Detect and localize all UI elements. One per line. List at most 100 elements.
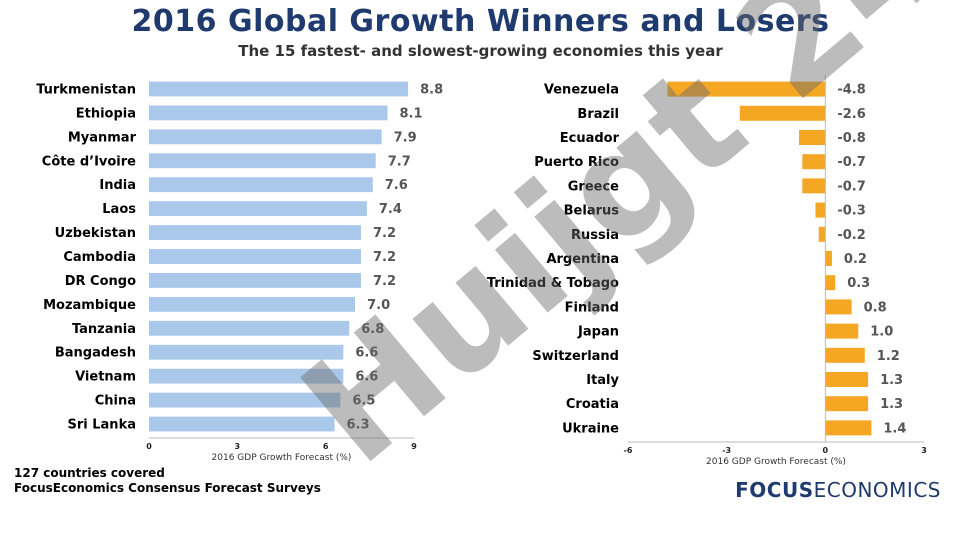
bar-2 bbox=[799, 129, 826, 146]
value-label: 0.8 bbox=[864, 300, 887, 315]
value-label: 7.2 bbox=[373, 250, 396, 265]
bar-9 bbox=[149, 296, 356, 312]
bar-1 bbox=[739, 105, 826, 121]
category-label: Myanmar bbox=[68, 130, 137, 145]
bar-5 bbox=[815, 202, 826, 218]
bar-7 bbox=[825, 250, 832, 267]
bar-5 bbox=[149, 201, 367, 217]
value-label: 0.3 bbox=[847, 276, 870, 291]
category-label: China bbox=[95, 394, 136, 409]
bar-6 bbox=[818, 226, 826, 242]
value-label: -0.3 bbox=[837, 204, 865, 219]
value-label: 6.3 bbox=[347, 418, 370, 433]
bar-10 bbox=[149, 320, 350, 336]
category-label: Vietnam bbox=[75, 370, 136, 385]
x-axis-label: 2016 GDP Growth Forecast (%) bbox=[706, 457, 846, 467]
left-chart-fastest: Turkmenistan 8.8 Ethiopia 8.1 Myanmar 7.9 Côte… bbox=[36, 81, 443, 463]
category-label: Laos bbox=[102, 202, 136, 217]
category-label: Ukraine bbox=[562, 421, 619, 436]
bar-2 bbox=[149, 129, 382, 145]
bar-12 bbox=[825, 371, 869, 388]
value-label: -0.7 bbox=[837, 179, 865, 194]
value-label: -4.8 bbox=[837, 83, 865, 98]
bar-7 bbox=[149, 249, 361, 264]
category-label: Côte d’Ivoire bbox=[42, 154, 136, 169]
category-label: Croatia bbox=[566, 397, 619, 412]
category-label: Russia bbox=[571, 228, 619, 243]
category-label: Tanzania bbox=[72, 322, 136, 337]
value-label: 7.9 bbox=[394, 130, 417, 145]
footnote-source: FocusEconomics Consensus Forecast Survey… bbox=[14, 481, 321, 495]
value-label: -0.7 bbox=[837, 155, 865, 170]
bar-0 bbox=[149, 81, 409, 97]
category-label: Mozambique bbox=[43, 298, 136, 313]
bar-3 bbox=[802, 154, 826, 170]
x-tick-label: 9 bbox=[411, 442, 417, 451]
brand-logo: FOCUSECONOMICS bbox=[735, 478, 941, 502]
value-label: 1.2 bbox=[877, 349, 900, 364]
x-tick-label: -3 bbox=[722, 446, 731, 455]
brand-part-focus: FOCUS bbox=[735, 478, 814, 502]
bar-4 bbox=[802, 178, 826, 194]
footnote-countries: 127 countries covered bbox=[14, 466, 165, 480]
bar-8 bbox=[149, 273, 361, 288]
bar-13 bbox=[825, 396, 869, 412]
category-label: Brazil bbox=[577, 107, 619, 122]
x-tick-label: 0 bbox=[823, 446, 829, 455]
value-label: 7.2 bbox=[373, 274, 396, 289]
category-label: Argentina bbox=[546, 252, 619, 267]
bar-14 bbox=[149, 416, 335, 432]
bar-4 bbox=[149, 177, 373, 193]
value-label: 1.4 bbox=[883, 421, 906, 436]
category-label: Japan bbox=[577, 325, 619, 340]
value-label: 7.4 bbox=[379, 202, 402, 217]
category-label: India bbox=[99, 178, 136, 193]
category-label: Cambodia bbox=[63, 250, 136, 265]
category-label: Bangadesh bbox=[55, 346, 136, 361]
x-tick-label: -6 bbox=[624, 446, 633, 455]
bar-11 bbox=[149, 344, 344, 360]
value-label: 1.3 bbox=[880, 373, 903, 388]
category-label: Ecuador bbox=[560, 131, 620, 146]
bar-12 bbox=[149, 368, 344, 384]
value-label: -0.2 bbox=[837, 228, 865, 243]
value-label: 1.0 bbox=[870, 325, 893, 340]
value-label: 7.2 bbox=[373, 226, 396, 241]
bar-1 bbox=[149, 105, 388, 121]
category-label: DR Congo bbox=[65, 274, 136, 289]
value-label: 7.6 bbox=[385, 178, 408, 193]
right-chart-slowest: Venezuela -4.8 Brazil -2.6 Ecuador -0.8 Puerto… bbox=[487, 75, 927, 467]
value-label: 8.1 bbox=[400, 106, 423, 121]
bar-10 bbox=[825, 323, 859, 339]
category-label: Switzerland bbox=[532, 349, 619, 364]
value-label: -2.6 bbox=[837, 107, 865, 122]
chart-subtitle: The 15 fastest- and slowest-growing econ… bbox=[238, 42, 723, 60]
category-label: Ethiopia bbox=[76, 106, 136, 121]
bar-9 bbox=[825, 299, 852, 315]
bar-14 bbox=[825, 420, 872, 436]
category-label: Uzbekistan bbox=[55, 226, 136, 241]
category-label: Greece bbox=[568, 179, 619, 194]
category-label: Venezuela bbox=[544, 83, 619, 98]
value-label: 6.5 bbox=[352, 394, 375, 409]
x-tick-label: 3 bbox=[235, 442, 241, 451]
category-label: Italy bbox=[586, 373, 619, 388]
bar-3 bbox=[149, 153, 376, 169]
value-label: 6.6 bbox=[355, 370, 378, 385]
value-label: 6.8 bbox=[361, 322, 384, 337]
bar-0 bbox=[667, 81, 826, 97]
category-label: Trinidad & Tobago bbox=[487, 276, 619, 291]
value-label: 7.0 bbox=[367, 298, 390, 313]
category-label: Turkmenistan bbox=[36, 82, 136, 97]
value-label: 7.7 bbox=[388, 154, 411, 169]
value-label: 8.8 bbox=[420, 82, 443, 97]
value-label: -0.8 bbox=[837, 131, 865, 146]
category-label: Finland bbox=[565, 300, 619, 315]
x-tick-label: 3 bbox=[921, 446, 927, 455]
value-label: 0.2 bbox=[844, 252, 867, 267]
brand-part-economics: ECONOMICS bbox=[813, 478, 941, 502]
value-label: 1.3 bbox=[880, 397, 903, 412]
category-label: Belarus bbox=[564, 204, 620, 219]
value-label: 6.6 bbox=[355, 346, 378, 361]
